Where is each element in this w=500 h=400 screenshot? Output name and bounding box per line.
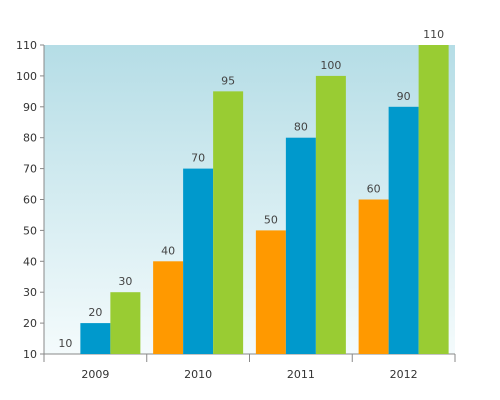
- bar: [285, 137, 316, 354]
- x-tick-label: 2009: [81, 368, 109, 381]
- bar: [80, 323, 111, 354]
- y-tick-label: 70: [23, 163, 37, 176]
- data-label: 50: [264, 213, 278, 226]
- x-tick-label: 2012: [390, 368, 418, 381]
- bar: [110, 292, 141, 354]
- bar: [358, 199, 389, 354]
- bar: [388, 106, 419, 354]
- data-label: 90: [397, 90, 411, 103]
- x-tick-label: 2011: [287, 368, 315, 381]
- data-label: 80: [294, 121, 308, 134]
- data-label: 10: [58, 337, 72, 350]
- data-label: 60: [367, 183, 381, 196]
- y-tick-label: 10: [23, 348, 37, 361]
- data-labels: 10 20 30 40 70 95 50 80 100 60 90 110: [58, 28, 444, 350]
- bar: [418, 45, 449, 354]
- data-label: 30: [118, 275, 132, 288]
- y-tick-label: 50: [23, 224, 37, 237]
- x-tick-label: 2010: [184, 368, 212, 381]
- data-label: 20: [88, 306, 102, 319]
- y-tick-label: 20: [23, 317, 37, 330]
- x-axis: 2009 2010 2011 2012: [43, 353, 456, 381]
- data-label: 70: [191, 152, 205, 165]
- bar: [315, 75, 346, 355]
- y-tick-label: 40: [23, 255, 37, 268]
- bar: [255, 230, 286, 354]
- data-label: 100: [320, 59, 341, 72]
- y-tick-label: 110: [16, 39, 37, 52]
- bar: [153, 261, 184, 354]
- y-tick-label: 30: [23, 286, 37, 299]
- y-tick-label: 60: [23, 194, 37, 207]
- y-axis: 10 20 30 40 50 60 70 80 90 100 110: [16, 39, 45, 361]
- bars: [80, 45, 449, 355]
- data-label: 110: [423, 28, 444, 41]
- data-label: 40: [161, 244, 175, 257]
- bar: [183, 168, 214, 354]
- y-tick-label: 80: [23, 132, 37, 145]
- y-tick-label: 90: [23, 101, 37, 114]
- y-tick-label: 100: [16, 70, 37, 83]
- bar: [213, 91, 244, 354]
- data-label: 95: [221, 74, 235, 87]
